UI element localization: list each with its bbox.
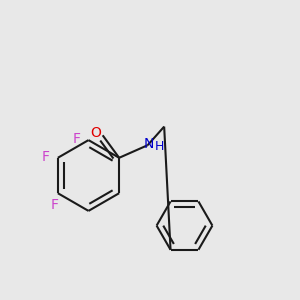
Text: F: F — [73, 132, 81, 145]
Text: N: N — [144, 137, 154, 151]
Text: O: O — [91, 126, 101, 140]
Text: F: F — [51, 198, 59, 212]
Text: H: H — [154, 140, 164, 153]
Text: F: F — [41, 150, 49, 164]
